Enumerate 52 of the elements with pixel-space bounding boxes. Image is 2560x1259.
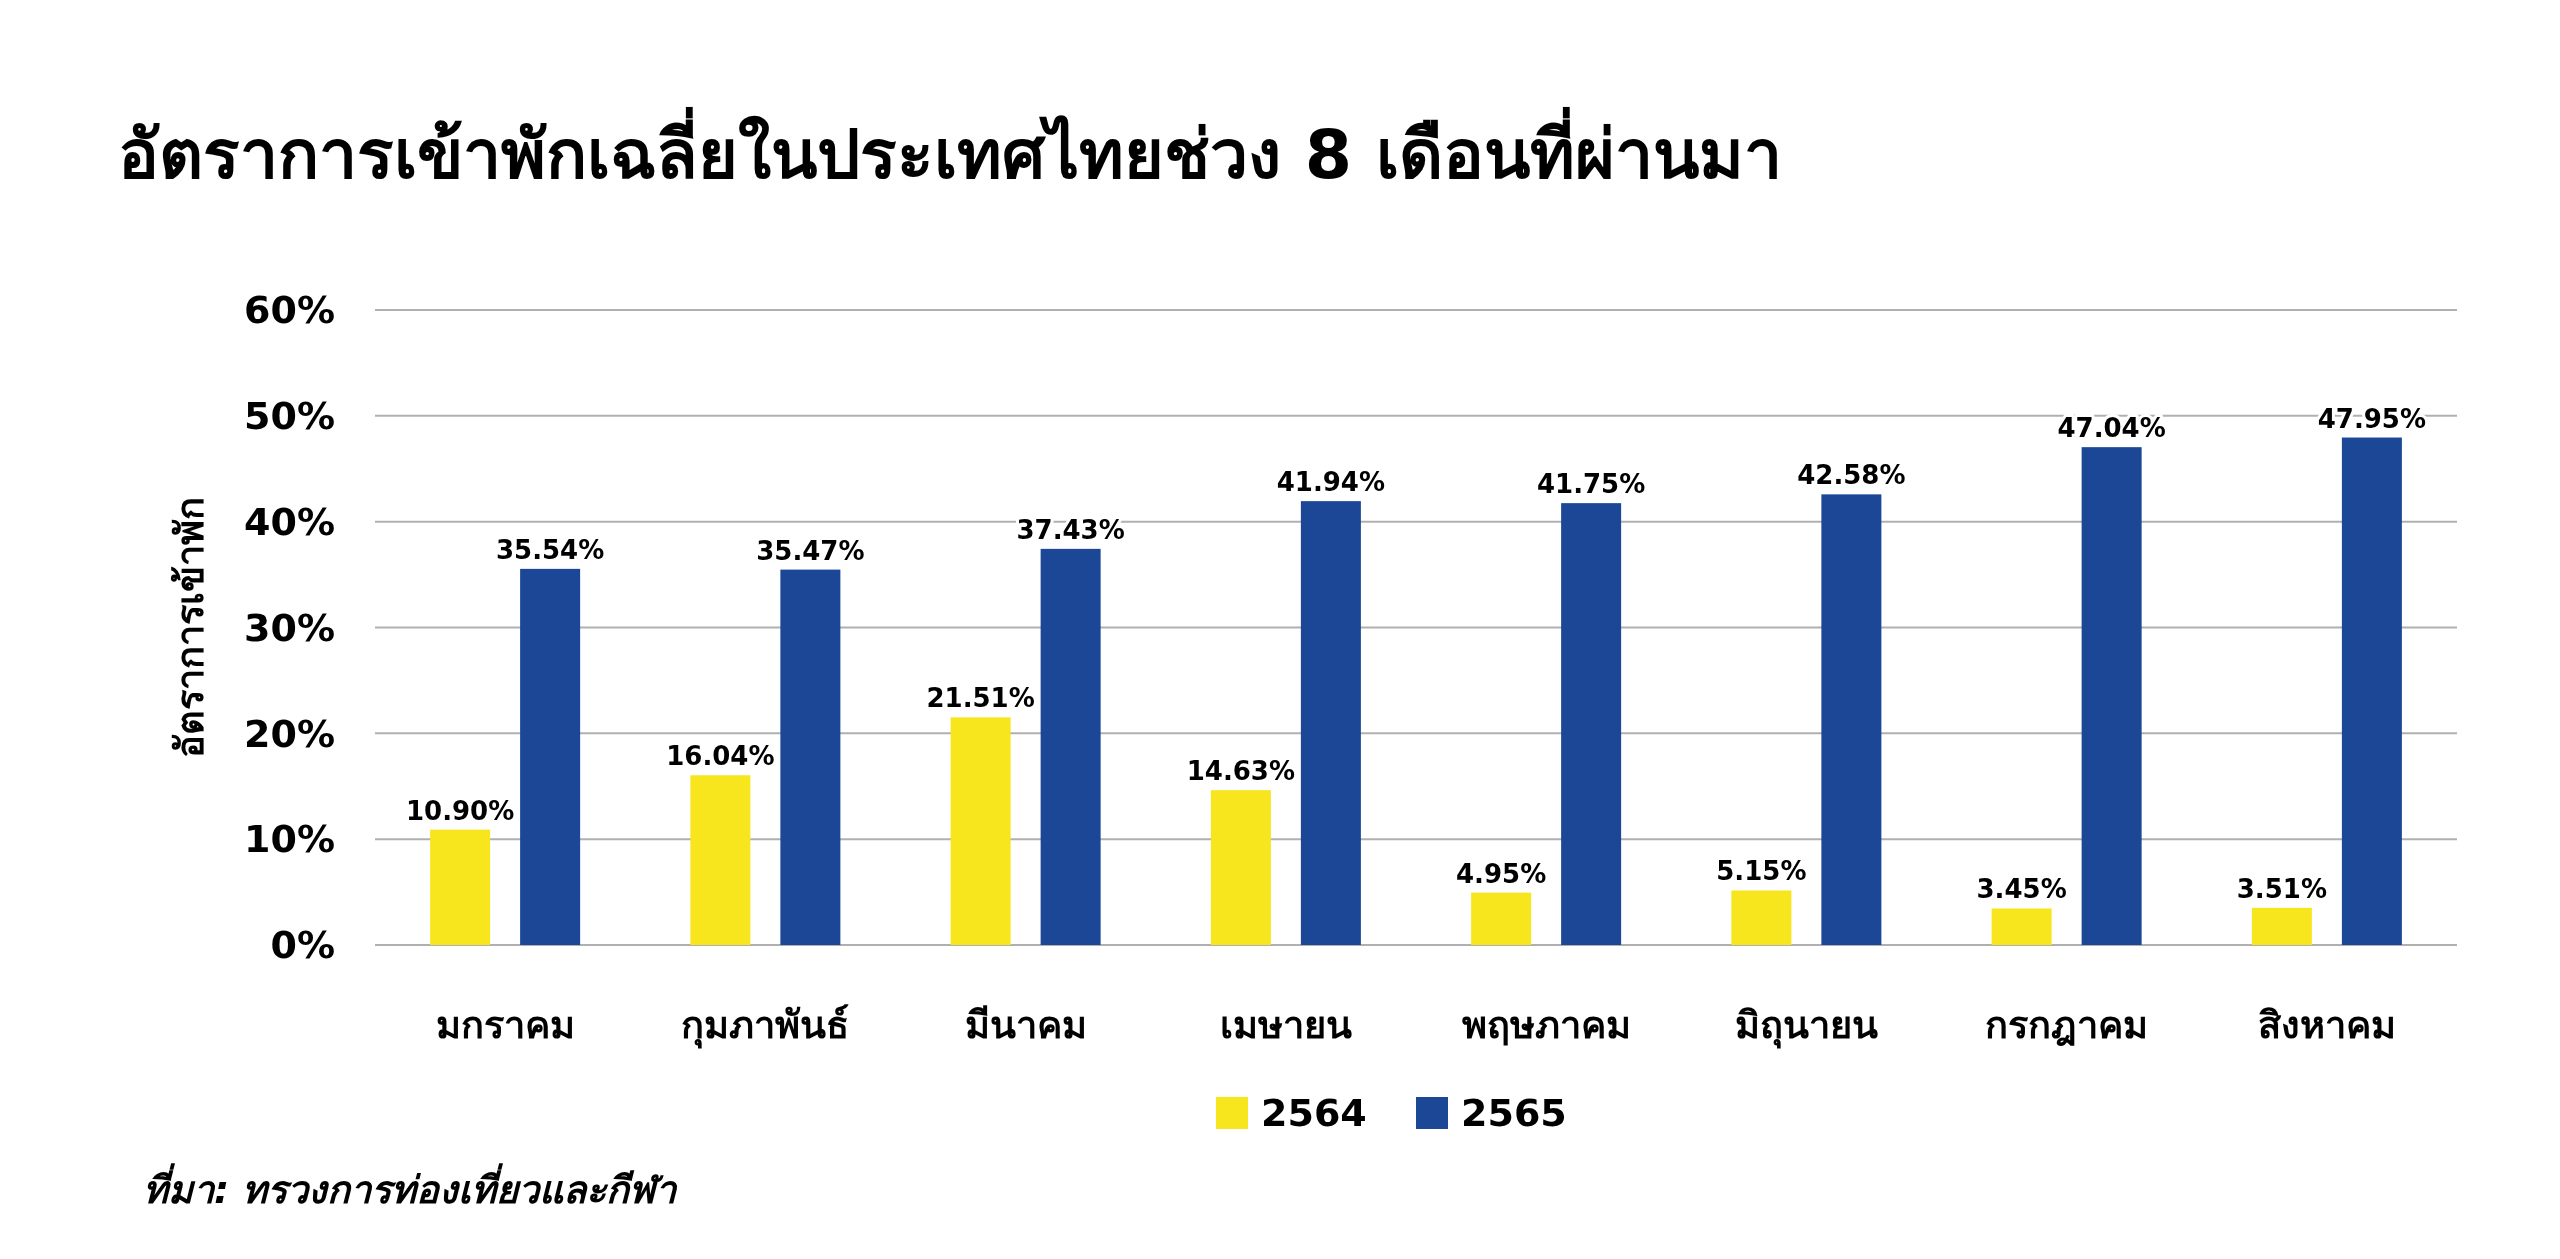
data-label: 42.58%: [1797, 460, 1906, 491]
data-label: 21.51%: [926, 683, 1035, 714]
x-tick-label: มิถุนายน: [1734, 1003, 1878, 1049]
x-tick-label: มีนาคม: [964, 1003, 1087, 1047]
x-tick-label: กรกฎาคม: [1985, 1003, 2149, 1047]
bar: [1471, 892, 1532, 945]
bar: [1991, 908, 2052, 945]
y-tick-label: 30%: [244, 605, 335, 650]
bar: [690, 775, 751, 945]
bar: [1040, 548, 1101, 945]
data-label: 41.75%: [1536, 469, 1646, 500]
bar: [520, 568, 581, 945]
data-label: 3.45%: [1976, 874, 2067, 905]
legend-label: 2564: [1261, 1091, 1367, 1136]
legend-label: 2565: [1461, 1091, 1567, 1136]
y-tick-label: 0%: [270, 923, 335, 968]
y-tick-label: 10%: [244, 817, 335, 862]
data-label: 41.94%: [1276, 467, 1386, 498]
data-label: 5.15%: [1716, 856, 1807, 887]
bar: [430, 829, 491, 945]
x-tick-label: พฤษภาคม: [1461, 1003, 1631, 1047]
data-label: 10.90%: [405, 795, 515, 826]
bar: [2251, 907, 2312, 945]
chart-title: อัตราการเข้าพักเฉลี่ยในประเทศไทยช่วง 8 เดือนที่ผ่านมา: [118, 106, 1782, 194]
bar: [1821, 494, 1882, 945]
data-label: 16.04%: [666, 741, 775, 772]
y-tick-label: 20%: [244, 711, 335, 756]
bar: [1561, 503, 1622, 945]
text: ที่มา: ทรวงการท่องเที่ยวและกีฬา: [143, 1163, 679, 1212]
bar: [780, 569, 841, 945]
x-tick-label: มกราคม: [435, 1003, 575, 1047]
bar: [950, 717, 1011, 945]
data-label: 14.63%: [1186, 756, 1296, 787]
data-label: 37.43%: [1016, 514, 1125, 545]
bar: [2081, 447, 2142, 945]
y-tick-label: 50%: [244, 394, 335, 439]
data-label: 4.95%: [1456, 858, 1547, 889]
bar: [1300, 501, 1361, 945]
bar: [2341, 437, 2402, 945]
x-tick-label: กุมภาพันธ์: [681, 1003, 850, 1049]
bar: [1731, 890, 1792, 945]
x-tick-label: เมษายน: [1219, 1003, 1352, 1047]
y-tick-label: 60%: [244, 288, 335, 333]
data-label: 35.47%: [756, 535, 865, 566]
data-label: 47.95%: [2317, 403, 2427, 434]
bar: [1210, 790, 1271, 945]
data-label: 3.51%: [2236, 873, 2327, 904]
x-tick-label: สิงหาคม: [2257, 1003, 2396, 1047]
y-axis-title: อัตราการเข้าพัก: [168, 497, 212, 758]
y-tick-label: 40%: [244, 499, 335, 544]
data-label: 35.54%: [495, 534, 605, 565]
data-label: 47.04%: [2057, 413, 2166, 444]
